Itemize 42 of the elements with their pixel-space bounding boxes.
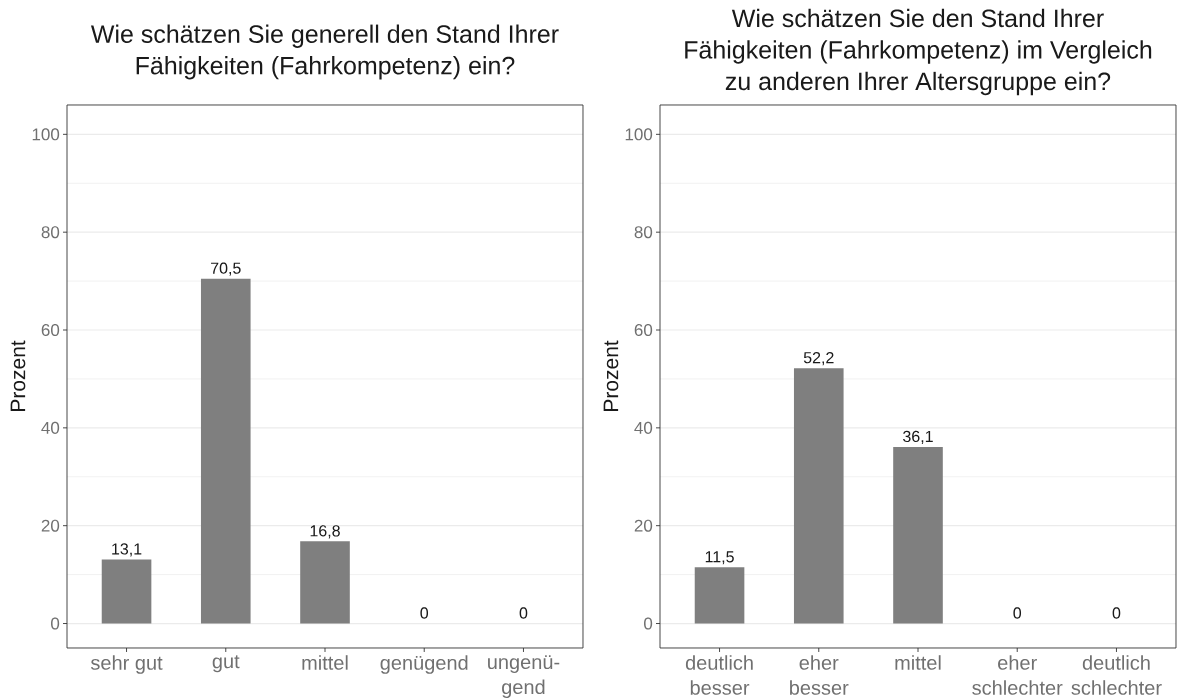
x-tick-label: gut — [212, 655, 240, 673]
data-label: 0 — [1112, 607, 1121, 619]
y-axis-title: Prozent — [10, 340, 26, 411]
data-label: 52,2 — [803, 352, 834, 366]
x-tick-label: eher besser — [790, 655, 849, 695]
bar — [200, 278, 251, 624]
y-tick-label: 100 — [32, 128, 60, 141]
y-tick-label: 20 — [634, 519, 653, 532]
chart-title: Wie schätzen Sie den Stand Ihrer Fähigkeiten (Fahrkompetenz) im Vergleich zu anderen Ihrer Altersgruppe ein? — [685, 8, 1152, 96]
bar — [893, 446, 943, 624]
bar — [101, 559, 152, 624]
data-label: 36,1 — [903, 430, 933, 444]
x-tick-label: mittel — [302, 655, 348, 670]
data-label: 0 — [1013, 607, 1022, 619]
y-tick-label: 60 — [41, 323, 60, 337]
x-tick-label: sehr gut — [90, 655, 163, 674]
y-tick-label: 20 — [41, 519, 60, 532]
x-tick-label: ungenü-gend — [488, 655, 560, 699]
x-tick-label: deutlich schlechter — [1071, 655, 1162, 695]
y-tick-label: 40 — [41, 421, 60, 434]
y-tick-label: 100 — [625, 128, 653, 141]
data-label: 16,8 — [310, 525, 340, 539]
y-tick-label: 80 — [634, 226, 653, 239]
x-tick-label: deutlich besser — [685, 655, 753, 695]
y-tick-label: 0 — [644, 617, 653, 630]
y-axis-title: Prozent — [603, 340, 619, 411]
x-tick-label: eher schlechter — [972, 655, 1063, 695]
chart-title: Wie schätzen Sie generell den Stand Ihrer Fähigkeiten (Fahrkompetenz) ein? — [90, 24, 559, 80]
data-label: 70,5 — [211, 262, 241, 276]
data-label: 0 — [519, 607, 528, 619]
y-tick-label: 80 — [41, 226, 60, 239]
data-label: 11,5 — [705, 551, 734, 565]
bar — [694, 567, 745, 624]
x-tick-label: mittel — [895, 655, 941, 670]
y-tick-label: 0 — [51, 617, 60, 630]
bar — [793, 368, 844, 624]
bar — [300, 541, 350, 624]
y-tick-label: 40 — [634, 421, 653, 434]
x-tick-label: genügend — [380, 655, 468, 674]
data-label: 0 — [420, 607, 429, 619]
data-label: 13,1 — [112, 543, 142, 557]
y-tick-label: 60 — [634, 323, 653, 337]
